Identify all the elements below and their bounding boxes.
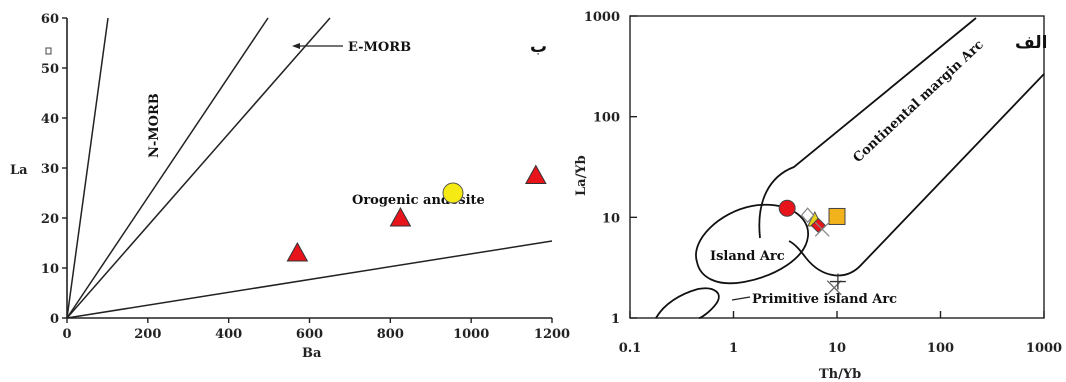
left-tick-marks: 0 200 400 600 800 1000 1200 0 10 20 30 40 50 60 bbox=[41, 12, 570, 342]
orogenic-andesite-label: Orogenic andesite bbox=[352, 193, 485, 208]
right-y-axis-label: La/Yb bbox=[574, 155, 589, 196]
left-axes bbox=[66, 18, 552, 319]
right-y-tick-label: 10 bbox=[602, 211, 620, 226]
right-x-axis-label: Th/Yb bbox=[819, 367, 861, 382]
right-circle-point bbox=[778, 199, 796, 217]
right-field-curves bbox=[655, 17, 1045, 319]
left-y-tick-label: 20 bbox=[41, 212, 59, 227]
left-x-tick-label: 0 bbox=[62, 327, 71, 342]
right-plot-frame bbox=[629, 15, 1045, 319]
left-panel-label: ب bbox=[530, 37, 547, 57]
right-plus-point bbox=[829, 273, 846, 290]
left-x-tick-label: 600 bbox=[296, 327, 323, 342]
right-square-point bbox=[828, 207, 846, 225]
right-x-point bbox=[826, 280, 842, 296]
right-panel: 0.1 1 10 100 1000 1 10 100 1000 Continental marg… bbox=[574, 10, 1062, 382]
right-y-tick-label: 1000 bbox=[584, 10, 620, 25]
right-panel-label: الف bbox=[1015, 33, 1047, 53]
left-y-tick-label: 40 bbox=[41, 112, 59, 127]
right-y-tick-label: 1 bbox=[611, 312, 620, 327]
right-open-diamond-point bbox=[800, 207, 815, 224]
left-triangle-point bbox=[524, 164, 547, 184]
small-square-icon bbox=[45, 47, 52, 55]
left-x-tick-label: 400 bbox=[215, 327, 242, 342]
right-x-tick-label: 1 bbox=[729, 341, 738, 356]
left-x-tick-label: 800 bbox=[377, 327, 404, 342]
right-x-tick-label: 100 bbox=[927, 341, 954, 356]
primitive-island-arc-label: Primitive island Arc bbox=[752, 292, 897, 307]
continental-margin-arc-field bbox=[758, 17, 1045, 277]
e-morb-lower-line bbox=[66, 17, 331, 319]
continental-margin-arc-label: Continental margin Arc bbox=[850, 37, 986, 166]
left-y-tick-label: 30 bbox=[41, 162, 59, 177]
island-arc-field bbox=[695, 203, 809, 285]
right-data-points bbox=[778, 199, 846, 296]
island-arc-label: Island Arc bbox=[710, 249, 785, 264]
orogenic-boundary-line bbox=[66, 240, 553, 319]
primitive-island-arc-leader bbox=[731, 296, 751, 301]
left-y-tick-label: 60 bbox=[41, 12, 59, 27]
e-morb-arrow bbox=[292, 43, 343, 49]
primitive-island-arc-field bbox=[655, 287, 720, 319]
right-x-tick-label: 1000 bbox=[1026, 341, 1062, 356]
left-y-tick-label: 50 bbox=[41, 62, 59, 77]
left-x-tick-label: 1000 bbox=[453, 327, 489, 342]
left-y-tick-label: 0 bbox=[50, 312, 59, 327]
right-x-point bbox=[814, 221, 830, 237]
right-x-tick-label: 0.1 bbox=[619, 341, 642, 356]
left-circle-point bbox=[442, 182, 464, 204]
left-field-lines bbox=[66, 17, 553, 319]
right-y-tick-label: 100 bbox=[593, 111, 620, 126]
n-morb-label: N-MORB bbox=[147, 93, 162, 158]
right-tick-marks: 0.1 1 10 100 1000 1 10 100 1000 bbox=[584, 10, 1062, 356]
left-y-axis-label: La bbox=[10, 163, 28, 178]
left-data-points bbox=[286, 164, 547, 262]
e-morb-label: E-MORB bbox=[348, 40, 411, 55]
n-morb-boundary-line bbox=[66, 17, 109, 319]
left-panel: 0 200 400 600 800 1000 1200 0 10 20 30 40 50 60 N-MOR… bbox=[10, 12, 570, 361]
left-triangle-point bbox=[389, 206, 412, 227]
e-morb-upper-line bbox=[66, 17, 269, 319]
left-x-tick-label: 1200 bbox=[534, 327, 570, 342]
left-y-tick-label: 10 bbox=[41, 262, 59, 277]
left-x-axis-label: Ba bbox=[302, 346, 322, 361]
left-triangle-point bbox=[286, 241, 309, 262]
left-x-tick-label: 200 bbox=[134, 327, 161, 342]
right-x-tick-label: 10 bbox=[828, 341, 846, 356]
